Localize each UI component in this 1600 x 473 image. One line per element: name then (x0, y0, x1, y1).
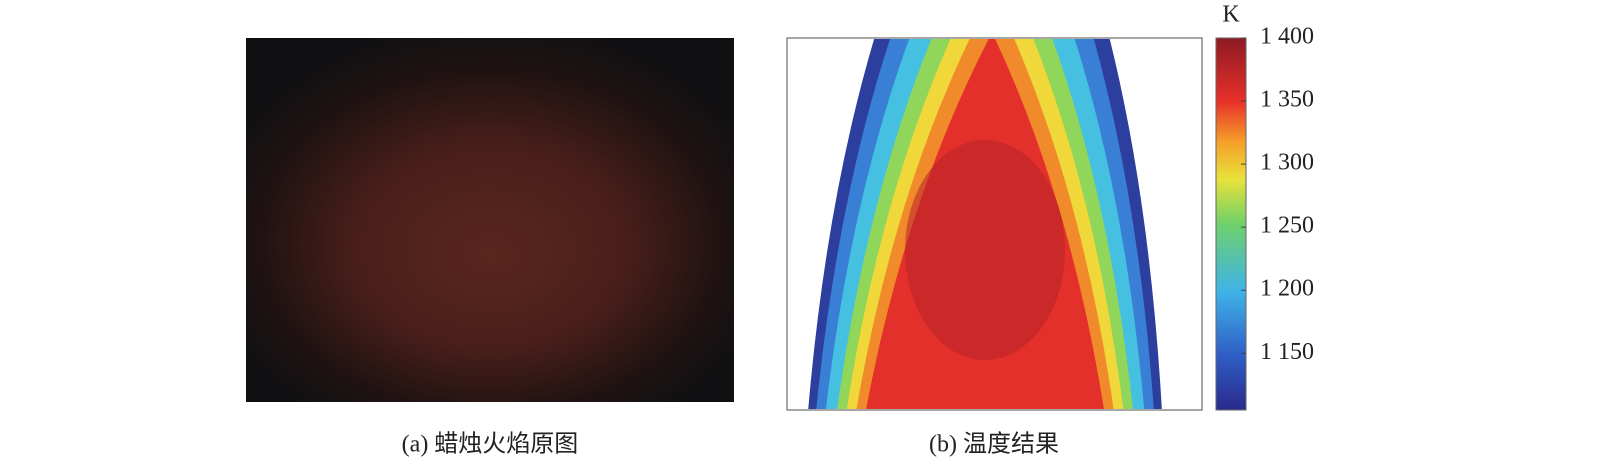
colorbar-tick-label: 1 150 (1260, 339, 1314, 365)
colorbar-tick-label: 1 200 (1260, 276, 1314, 302)
colorbar (1215, 37, 1247, 411)
colorbar-unit: K (1222, 2, 1240, 28)
colorbar-tick-label: 1 400 (1260, 24, 1314, 50)
caption: (a) 蜡烛火焰原图 (402, 431, 579, 458)
caption: (b) 温度结果 (929, 431, 1059, 458)
temperature-map (808, 39, 1162, 409)
colorbar-tick-label: 1 250 (1260, 213, 1314, 239)
colorbar-tick-label: 1 350 (1260, 87, 1314, 113)
flame-photo (246, 38, 734, 402)
plot-frame (786, 37, 1203, 411)
colorbar-tick-label: 1 300 (1260, 150, 1314, 176)
flame-core (905, 140, 1065, 360)
